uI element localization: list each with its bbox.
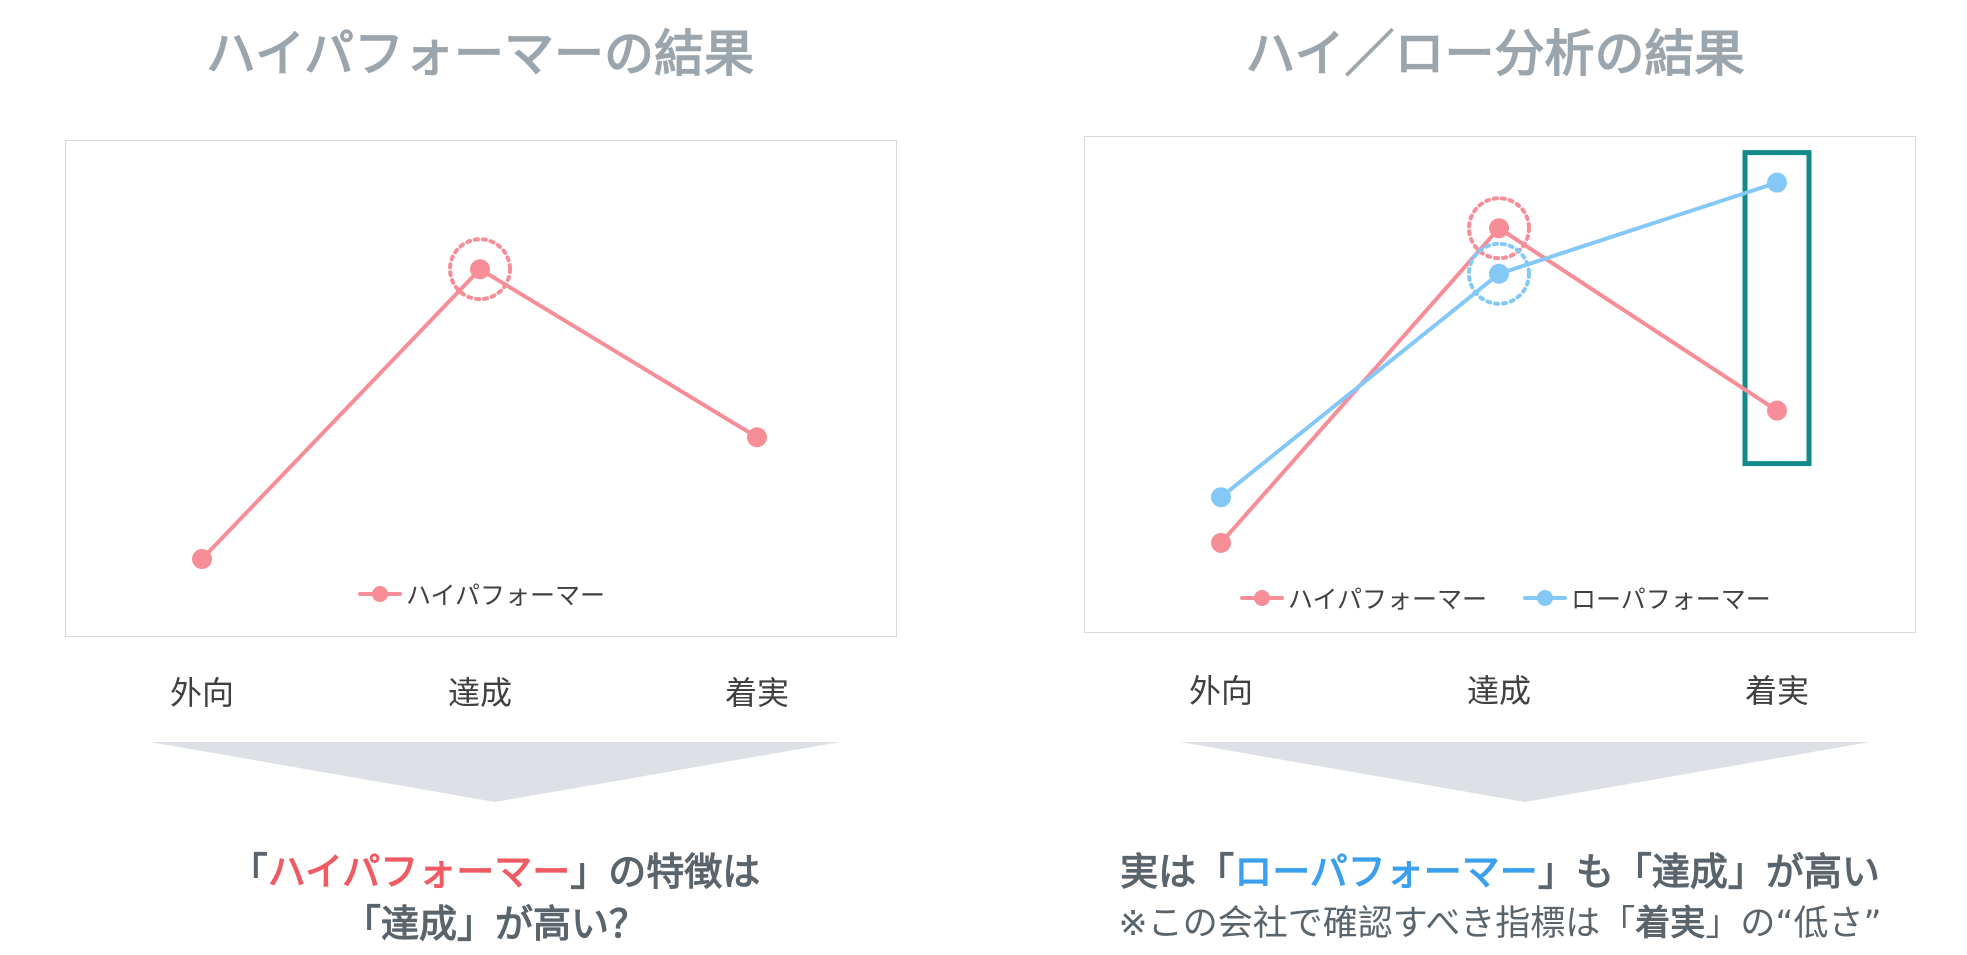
right-dotted-highlight-s1 xyxy=(1467,241,1531,306)
legend-label: ハイパフォーマー xyxy=(1288,585,1488,614)
right-point-s1-着実 xyxy=(1767,172,1787,193)
right-category-label: 着実 xyxy=(1744,672,1809,710)
right-conclusion: 実は「ローパフォーマー」も「達成」が高い ※この会社で確認すべき指標は「着実」の… xyxy=(1060,846,1940,950)
left-conclusion: 「ハイパフォーマー」の特徴は 「達成」が高い？ xyxy=(150,846,840,950)
legend-label: ハイパフォーマー xyxy=(406,581,606,610)
left-category-label: 達成 xyxy=(447,674,512,712)
left-conclusion-line2: 「達成」が高い？ xyxy=(342,902,647,946)
right-conclusion-emphasis: ローパフォーマー xyxy=(1234,850,1538,894)
right-legend-item: ハイパフォーマー xyxy=(1240,580,1487,616)
right-point-s0-外向 xyxy=(1211,532,1231,553)
legend-swatch-icon xyxy=(358,584,402,604)
legend-swatch-icon xyxy=(1523,588,1568,608)
left-down-arrow-shape xyxy=(150,742,840,802)
left-conclusion-bracket: 「 xyxy=(229,850,268,894)
right-conclusion-before: 実は「 xyxy=(1120,850,1235,894)
right-category-label: 達成 xyxy=(1466,672,1531,710)
right-chart-legend: ハイパフォーマー ローパフォーマー xyxy=(1240,580,1807,616)
right-down-arrow-shape xyxy=(1180,742,1870,802)
right-point-s1-外向 xyxy=(1211,487,1231,508)
left-series-line-0 xyxy=(200,267,759,561)
left-panel-title: ハイパフォーマーの結果 xyxy=(206,25,754,83)
note-bold: 着実 xyxy=(1635,904,1706,944)
right-panel-title: ハイ／ロー分析の結果 xyxy=(1245,25,1745,83)
right-conclusion-note: ※この会社で確認すべき指標は「着実」の“低さ” xyxy=(1060,898,1940,950)
left-legend-item: ハイパフォーマー xyxy=(358,576,605,612)
right-point-s1-達成 xyxy=(1489,263,1509,284)
left-conclusion-line1: 「ハイパフォーマー」の特徴は xyxy=(150,846,840,898)
right-legend-item: ローパフォーマー xyxy=(1523,580,1771,616)
right-conclusion-line1: 実は「ローパフォーマー」も「達成」が高い xyxy=(1060,846,1940,898)
right-dotted-highlight-s0 xyxy=(1467,196,1531,261)
right-category-label: 外向 xyxy=(1188,672,1253,710)
right-conclusion-after: 」も「達成」が高い xyxy=(1537,850,1880,894)
right-point-s0-着実 xyxy=(1767,400,1787,421)
legend-swatch-icon xyxy=(1240,588,1284,608)
left-point-s0-達成 xyxy=(470,259,490,280)
note-before: ※この会社で確認すべき指標は「 xyxy=(1118,904,1636,944)
note-after: 」の“低さ” xyxy=(1705,904,1882,944)
left-point-s0-着実 xyxy=(747,427,767,448)
left-category-label: 着実 xyxy=(724,674,789,712)
right-point-s0-達成 xyxy=(1489,218,1509,239)
left-point-s0-外向 xyxy=(192,549,212,569)
left-conclusion-emphasis: ハイパフォーマー xyxy=(267,850,571,894)
legend-label: ローパフォーマー xyxy=(1571,585,1771,614)
left-dotted-highlight-s0 xyxy=(448,237,512,302)
left-conclusion-after: 」の特徴は xyxy=(570,850,761,894)
left-chart-legend: ハイパフォーマー xyxy=(358,576,641,612)
right-highlight-box-着実 xyxy=(1742,150,1812,467)
left-category-label: 外向 xyxy=(169,674,234,712)
